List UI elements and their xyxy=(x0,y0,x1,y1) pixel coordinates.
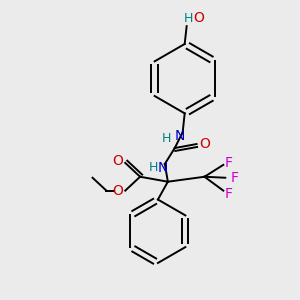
Text: O: O xyxy=(193,11,204,25)
Text: F: F xyxy=(224,187,232,201)
Text: N: N xyxy=(158,161,168,175)
Text: N: N xyxy=(175,129,185,143)
Text: H: H xyxy=(184,12,193,25)
Text: O: O xyxy=(199,137,210,151)
Text: F: F xyxy=(230,171,238,185)
Text: H: H xyxy=(148,161,158,174)
Text: O: O xyxy=(112,154,123,168)
Text: H: H xyxy=(161,132,171,145)
Text: F: F xyxy=(224,156,232,170)
Text: O: O xyxy=(112,184,123,198)
